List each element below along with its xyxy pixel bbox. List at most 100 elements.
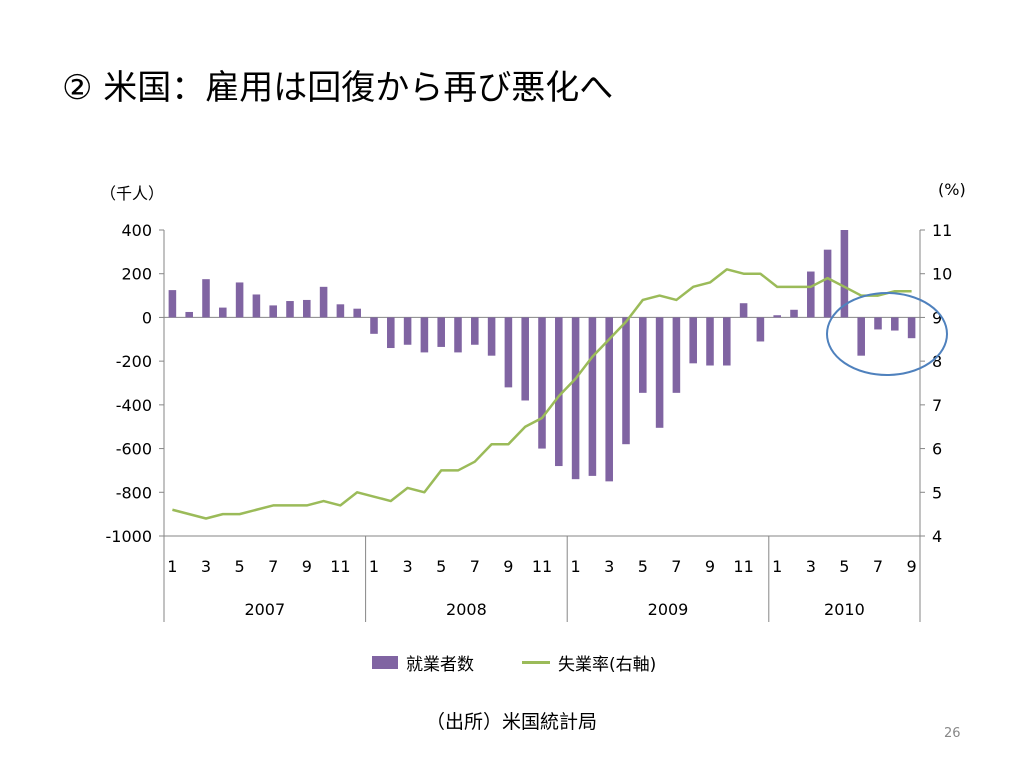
bar-employment (857, 317, 865, 356)
month-label: 3 (201, 557, 211, 576)
month-label: 3 (806, 557, 816, 576)
right-tick-label: 4 (932, 527, 942, 546)
bar-employment (588, 317, 597, 476)
right-tick-label: 8 (932, 352, 942, 371)
month-label: 5 (638, 557, 648, 576)
month-label: 3 (604, 557, 614, 576)
bar-employment (370, 317, 378, 334)
legend-line-swatch (522, 661, 550, 664)
line-unemployment-rate (172, 268, 912, 520)
bar-employment (874, 317, 882, 330)
month-label: 9 (503, 557, 513, 576)
bar-employment (605, 317, 613, 482)
bar-employment (655, 317, 664, 428)
legend-line-label: 失業率(右軸) (558, 655, 657, 675)
month-label: 5 (436, 557, 446, 576)
left-axis-unit: （千人） (100, 184, 165, 203)
bar-employment (219, 307, 227, 318)
bar-employment (168, 290, 177, 318)
left-tick-label: 400 (121, 221, 152, 240)
month-label: 7 (268, 557, 278, 576)
bar-employment (437, 317, 445, 347)
month-label: 7 (470, 557, 480, 576)
bar-employment (689, 317, 697, 364)
bar-employment (521, 317, 529, 401)
bar-employment (303, 299, 311, 318)
bar-employment (907, 317, 916, 339)
bar-employment (269, 305, 277, 318)
bar-employment (336, 304, 345, 318)
month-label: 1 (772, 557, 782, 576)
bar-employment (235, 282, 244, 318)
legend: 就業者数 失業率(右軸) (372, 650, 656, 675)
right-tick-label: 11 (932, 221, 952, 240)
month-label: 11 (532, 557, 552, 576)
right-tick-label: 10 (932, 265, 952, 284)
month-label: 9 (705, 557, 715, 576)
bar-employment (571, 317, 580, 480)
bar-employment (202, 279, 210, 318)
bar-employment (706, 317, 714, 366)
bar-employment (454, 317, 462, 353)
bar-employment (622, 317, 630, 445)
bar-employment (538, 317, 546, 449)
right-tick-label: 7 (932, 396, 942, 415)
left-tick-label: -400 (116, 396, 152, 415)
month-label: 11 (733, 557, 753, 576)
bar-employment (403, 317, 412, 345)
left-tick-label: -200 (116, 352, 152, 371)
bar-employment (639, 317, 647, 393)
month-label: 5 (839, 557, 849, 576)
bar-series (168, 230, 916, 482)
bar-employment (840, 230, 849, 318)
year-label: 2008 (446, 600, 487, 619)
source-note: （出所）米国統計局 (426, 711, 598, 733)
bar-employment (756, 317, 765, 342)
bar-employment (319, 286, 328, 318)
bar-employment (353, 308, 361, 318)
year-label: 2007 (244, 600, 285, 619)
left-tick-label: 0 (142, 308, 152, 327)
month-label: 9 (302, 557, 312, 576)
year-label: 2010 (824, 600, 865, 619)
month-label: 11 (330, 557, 350, 576)
axis-labels: 4002000-200-400-600-800-1000111098765420… (106, 221, 953, 619)
bar-employment (823, 249, 832, 318)
bar-employment (252, 294, 261, 318)
month-label: 5 (235, 557, 245, 576)
line-series (172, 268, 912, 520)
right-tick-label: 5 (932, 483, 942, 502)
slide-title: ② 米国：雇用は回復から再び悪化へ (62, 68, 614, 108)
bar-employment (773, 315, 781, 318)
legend-bar-label: 就業者数 (406, 655, 474, 675)
bar-employment (672, 317, 681, 393)
month-label: 9 (907, 557, 917, 576)
highlight-circle (826, 292, 948, 376)
bar-employment (387, 317, 395, 349)
month-label: 7 (671, 557, 681, 576)
month-label: 1 (369, 557, 379, 576)
month-label: 7 (873, 557, 883, 576)
month-label: 1 (571, 557, 581, 576)
right-axis-unit: (%) (938, 180, 966, 199)
year-label: 2009 (648, 600, 689, 619)
bar-employment (891, 317, 899, 331)
bar-employment (286, 301, 294, 318)
bar-employment (504, 317, 513, 388)
bar-employment (487, 317, 496, 356)
bar-employment (185, 311, 193, 318)
left-tick-label: -600 (116, 440, 152, 459)
month-label: 3 (403, 557, 413, 576)
bar-employment (471, 317, 479, 345)
left-tick-label: 200 (121, 265, 152, 284)
left-tick-label: -1000 (106, 527, 153, 546)
bar-employment (790, 309, 798, 318)
right-tick-label: 6 (932, 440, 942, 459)
left-tick-label: -800 (116, 483, 152, 502)
bar-employment (420, 317, 429, 353)
legend-bar-swatch (372, 656, 398, 669)
bar-employment (739, 303, 748, 318)
right-tick-label: 9 (932, 308, 942, 327)
bar-employment (723, 317, 731, 366)
